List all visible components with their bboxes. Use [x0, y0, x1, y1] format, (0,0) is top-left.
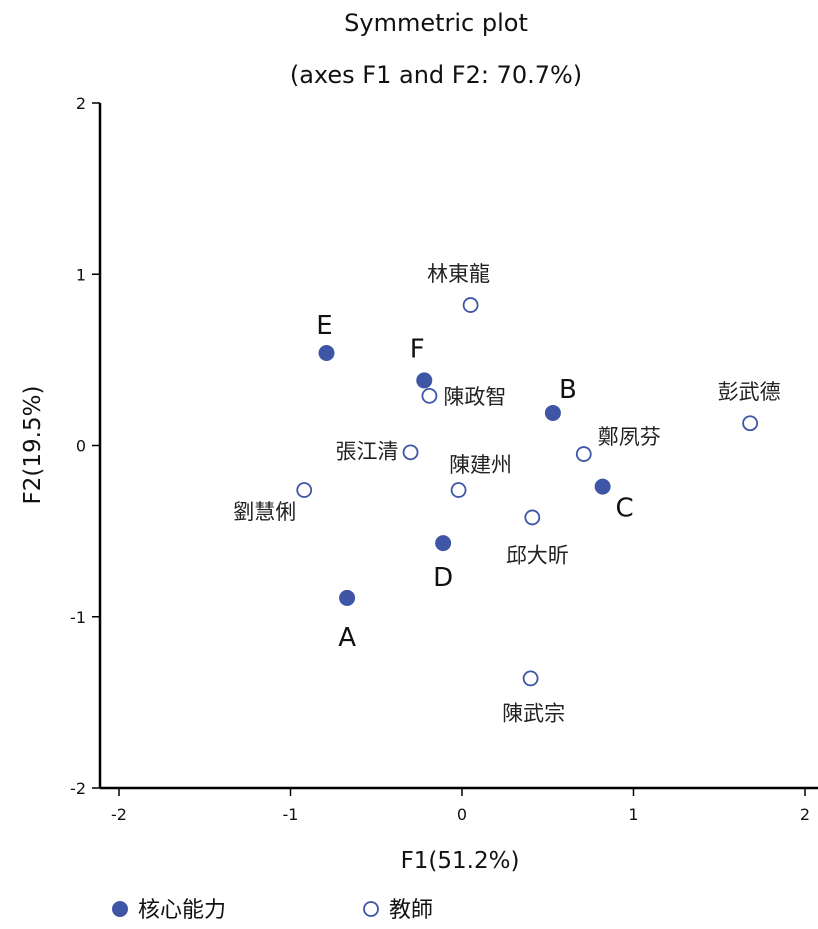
point-label: 張江清	[336, 439, 399, 463]
point-label: 劉慧俐	[233, 500, 296, 524]
y-tick-label: 0	[76, 437, 86, 456]
point-label: E	[316, 311, 332, 341]
x-tick-label: 1	[628, 805, 638, 824]
point-label: 鄭夙芬	[598, 425, 661, 449]
x-tick-label: -1	[283, 805, 299, 824]
point-label: D	[433, 563, 453, 593]
point-marker-teacher	[450, 482, 467, 498]
point-marker-teacher	[402, 444, 419, 461]
point-marker-core-ability	[318, 345, 335, 362]
point-label: 林東龍	[427, 262, 490, 286]
point-label: C	[616, 494, 634, 524]
axis-ticks: -2 -1 0 1 2 -2 -1 0 1 2	[70, 94, 810, 824]
point-marker-teacher	[462, 297, 479, 313]
point-label: B	[559, 375, 577, 405]
y-tick-label: 1	[76, 265, 86, 284]
point-marker-core-ability	[594, 478, 611, 495]
y-axis-label: F2(19.5%)	[20, 386, 46, 505]
point-marker-teacher	[421, 387, 438, 404]
y-tick-label: -2	[70, 779, 86, 798]
point-marker-teacher	[522, 670, 539, 687]
legend-marker-core-ability	[112, 901, 128, 917]
x-tick-label: 2	[800, 805, 810, 824]
point-label: 陳武宗	[502, 701, 565, 725]
x-tick-label: 0	[457, 805, 467, 824]
point-marker-teacher	[296, 482, 313, 498]
point-marker-core-ability	[435, 535, 452, 552]
point-marker-core-ability	[416, 372, 433, 389]
point-label: 陳政智	[443, 385, 506, 409]
point-marker-teacher	[575, 446, 592, 462]
point-label: 陳建州	[449, 453, 512, 477]
point-marker-core-ability	[339, 589, 356, 606]
legend-marker-teacher	[363, 901, 379, 917]
legend-label-teacher: 教師	[389, 898, 433, 923]
point-marker-core-ability	[544, 404, 561, 421]
point-marker-teacher	[524, 509, 541, 526]
legend: 核心能力 教師	[112, 898, 433, 923]
x-axis-label: F1(51.2%)	[401, 848, 520, 874]
point-marker-teacher	[742, 415, 759, 432]
x-tick-label: -2	[111, 805, 127, 824]
point-label: 邱大昕	[506, 543, 569, 567]
point-label: 彭武德	[718, 380, 781, 404]
y-tick-label: -1	[70, 608, 86, 627]
point-label: F	[410, 334, 425, 364]
legend-label-core-ability: 核心能力	[138, 898, 226, 923]
chart-subtitle: (axes F1 and F2: 70.7%)	[290, 61, 582, 89]
point-label: A	[338, 623, 356, 653]
y-tick-label: 2	[76, 94, 86, 113]
chart-title: Symmetric plot	[344, 9, 528, 37]
